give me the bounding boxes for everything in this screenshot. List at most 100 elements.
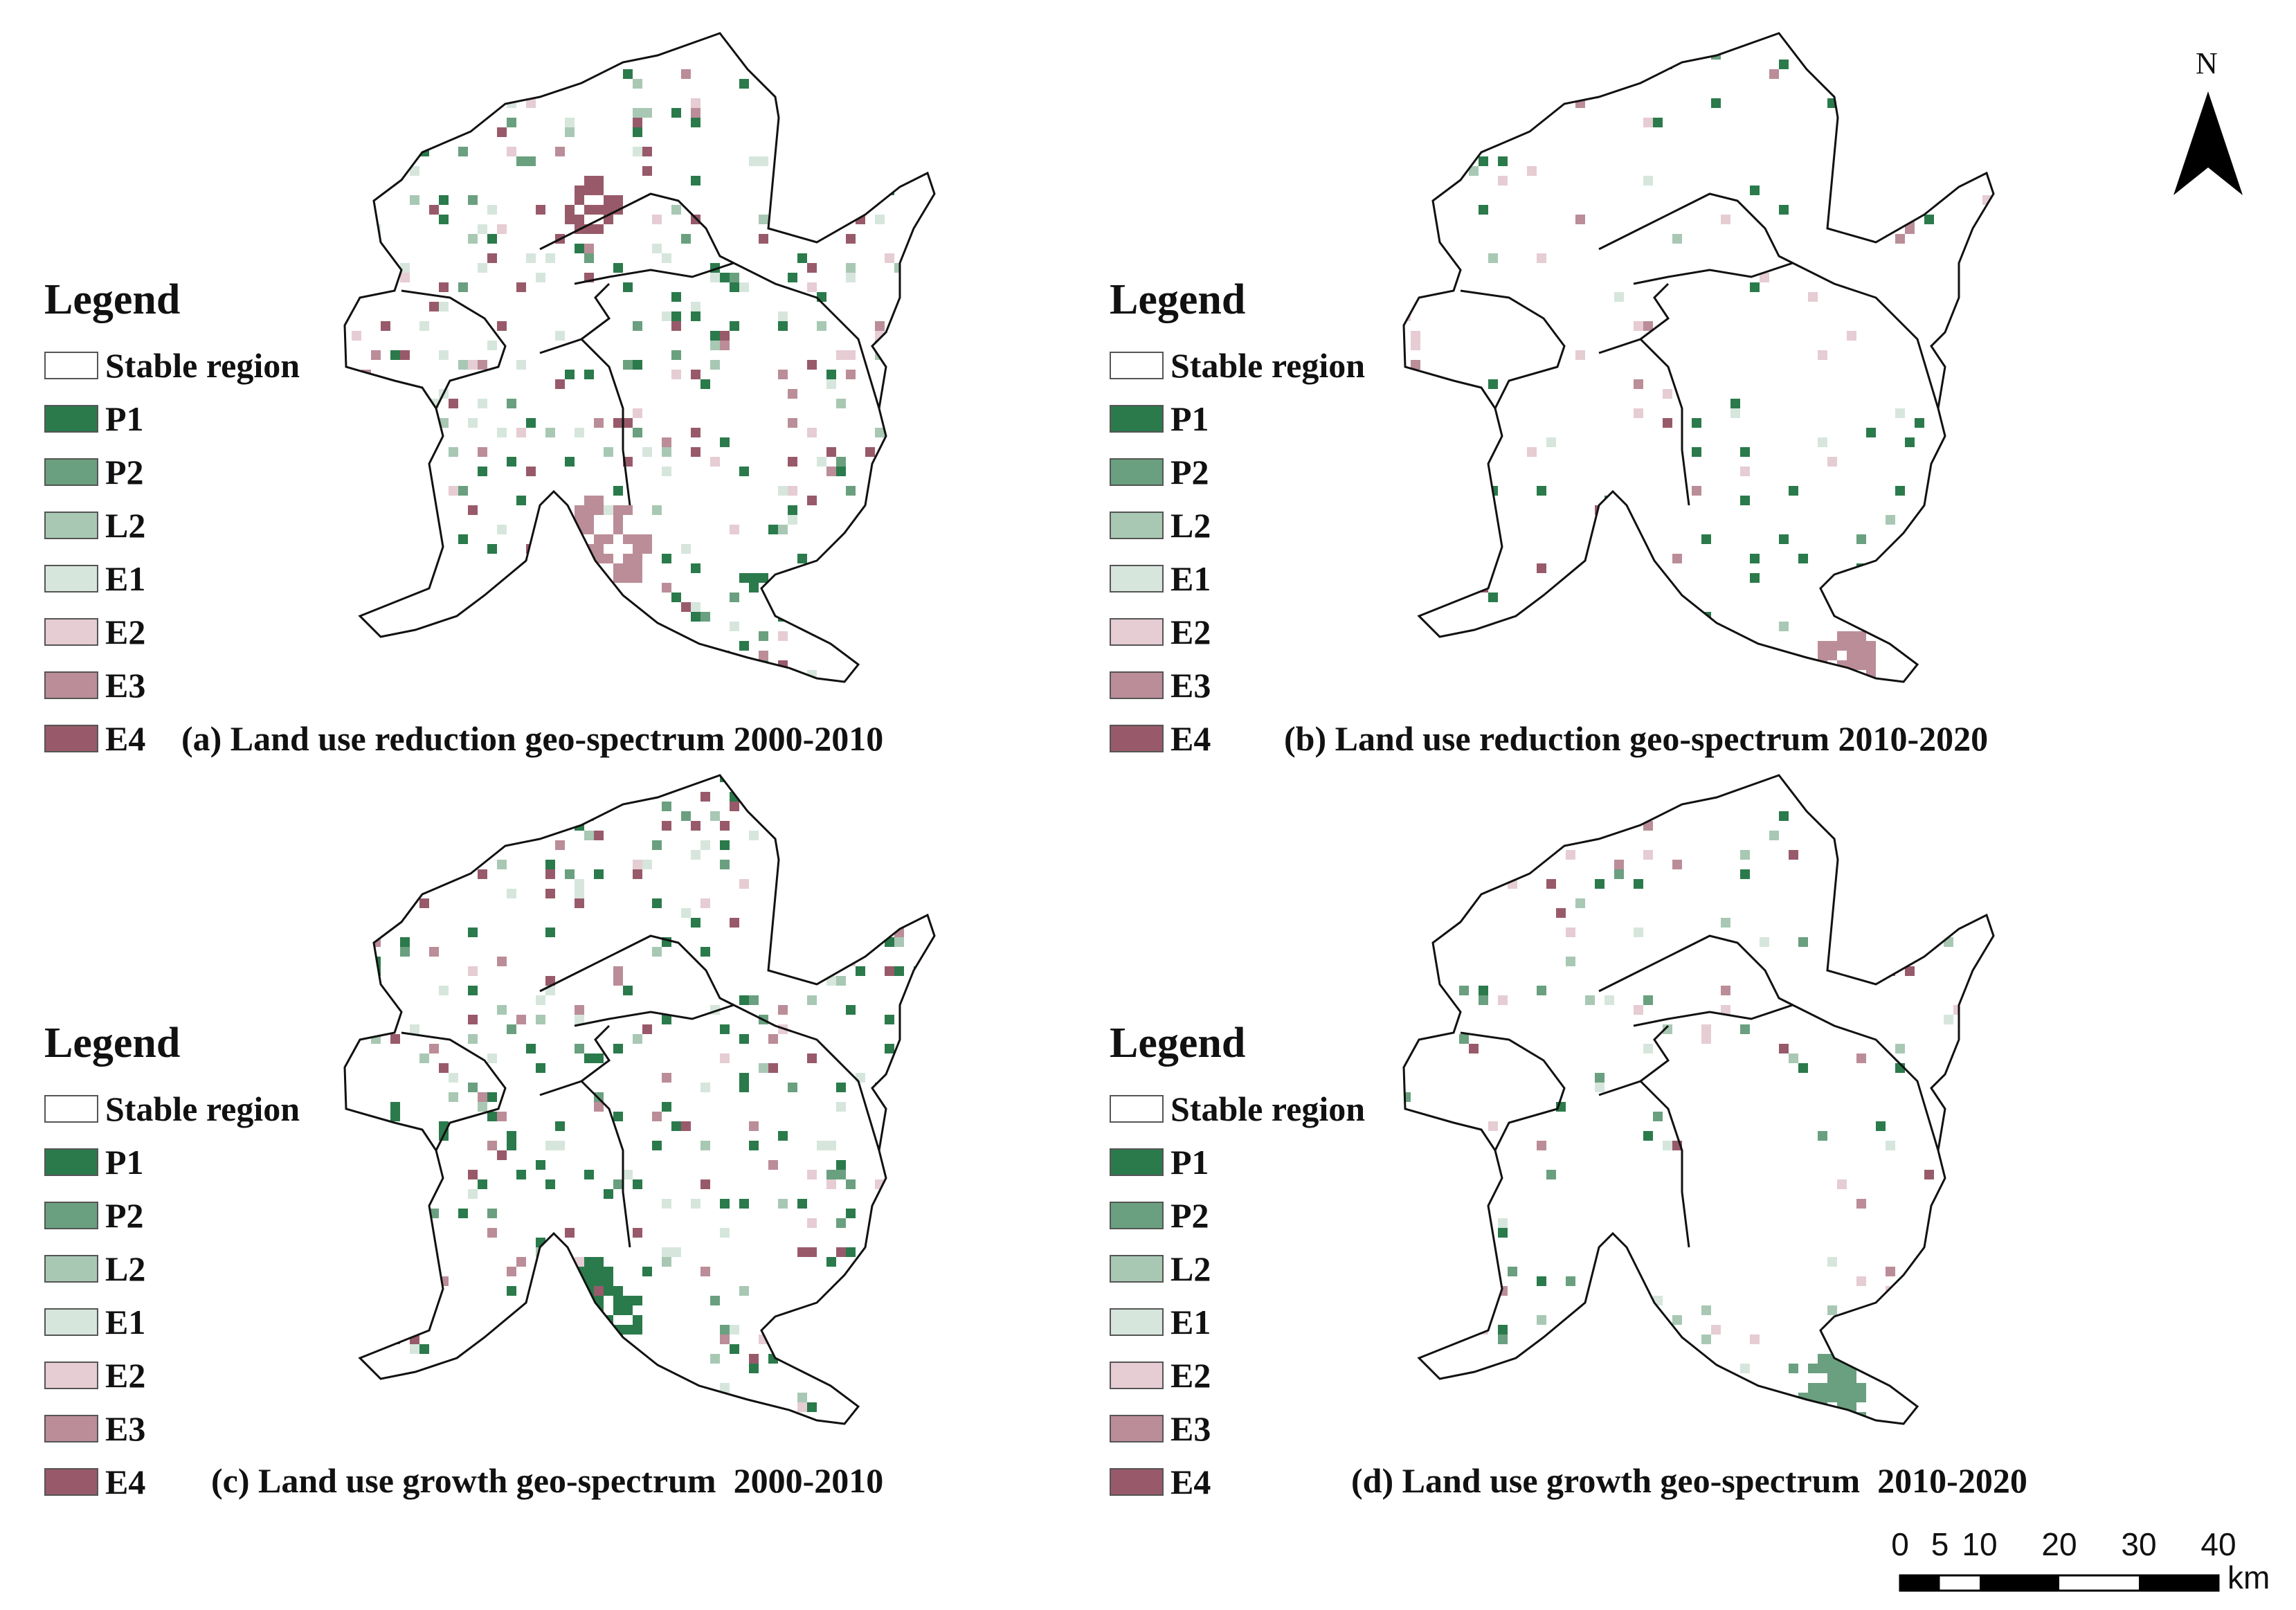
cell-e2 <box>817 947 826 957</box>
cell-l2 <box>739 1286 749 1296</box>
cell-e1 <box>352 563 361 573</box>
legend-item-p1: P1 <box>1110 399 1209 438</box>
district-boundary <box>580 1080 631 1248</box>
cell-e1 <box>439 302 449 311</box>
north-arrow-icon <box>2173 91 2243 195</box>
cell-e4 <box>807 263 817 273</box>
cell-e1 <box>575 554 584 563</box>
cell-e4 <box>1876 947 1886 957</box>
cell-e2 <box>807 1170 817 1179</box>
cell-p1 <box>478 811 487 821</box>
cell-p1 <box>507 1286 516 1296</box>
cell-p1 <box>381 486 390 496</box>
cell-e3 <box>497 1112 507 1121</box>
cell-p1 <box>662 554 671 563</box>
cell-p1 <box>361 1199 371 1209</box>
cell-p2 <box>1614 869 1624 879</box>
cell-e1 <box>778 311 788 321</box>
cell-e1 <box>410 1024 419 1034</box>
cell-p2 <box>1818 1422 1827 1424</box>
legend-swatch <box>44 405 98 433</box>
cell-p1 <box>613 1344 623 1354</box>
cell-p1 <box>671 1121 681 1131</box>
cell-p1 <box>439 215 449 224</box>
cell-l2 <box>1701 1335 1711 1344</box>
cell-e1 <box>332 253 342 263</box>
cell-e1 <box>497 428 507 437</box>
cell-e3 <box>1856 1199 1866 1209</box>
cell-p1 <box>361 1179 371 1189</box>
cell-l2 <box>1740 850 1750 860</box>
cell-e3 <box>759 651 768 660</box>
cell-e3 <box>594 505 604 515</box>
cell-e3 <box>1605 40 1614 50</box>
cell-l2 <box>1672 1354 1682 1364</box>
cell-e3 <box>623 534 633 544</box>
cell-l2 <box>1924 166 1934 176</box>
cell-p1 <box>817 176 826 186</box>
cell-p1 <box>1498 156 1508 166</box>
cell-e3 <box>1827 651 1837 660</box>
cell-e1 <box>633 147 642 156</box>
cell-e3 <box>1837 680 1847 682</box>
cell-p1 <box>1595 879 1605 889</box>
cell-p2 <box>1856 1383 1866 1393</box>
cell-e4 <box>1963 670 1973 680</box>
cell-e2 <box>1721 215 1730 224</box>
cell-e3 <box>768 1160 778 1170</box>
legend-item-e2: E2 <box>1110 613 1211 651</box>
cell-l2 <box>1537 1315 1546 1325</box>
cell-p1 <box>526 418 536 428</box>
cell-p2 <box>730 273 739 282</box>
cell-e4 <box>1886 957 1895 966</box>
cell-p1 <box>623 1325 633 1335</box>
cell-l2 <box>1779 622 1789 631</box>
cell-p1 <box>1730 399 1740 408</box>
cell-e1 <box>1585 1402 1595 1412</box>
legend-item-stable: Stable region <box>1110 346 1365 385</box>
cell-e4 <box>826 593 836 602</box>
cell-p1 <box>419 1344 429 1354</box>
cell-p1 <box>623 1296 633 1305</box>
legend-swatch <box>1110 1148 1164 1176</box>
cell-e4 <box>478 869 487 879</box>
cell-p1 <box>361 534 371 544</box>
cell-p2 <box>1508 1267 1517 1276</box>
cell-e1 <box>381 1160 390 1170</box>
cell-e3 <box>1847 651 1856 660</box>
cell-e3 <box>1575 215 1585 224</box>
cell-p2 <box>361 976 371 986</box>
cell-e3 <box>575 544 584 554</box>
cell-p1 <box>768 525 778 534</box>
cell-p1 <box>555 1276 565 1286</box>
cell-e3 <box>1479 525 1488 534</box>
cell-p1 <box>1740 869 1750 879</box>
legend-swatch <box>1110 1415 1164 1442</box>
cell-p1 <box>584 1305 594 1315</box>
cell-e3 <box>1866 641 1876 651</box>
cell-p1 <box>623 69 633 79</box>
cell-e3 <box>788 889 797 898</box>
cell-e1 <box>691 302 700 311</box>
cell-l2 <box>1634 1393 1643 1402</box>
cell-p1 <box>487 234 497 244</box>
cell-p1 <box>345 840 352 850</box>
scale-bar-graphic <box>1899 1574 2220 1592</box>
cell-e3 <box>1866 195 1876 205</box>
cell-e3 <box>1837 631 1847 641</box>
cell-e2 <box>856 612 865 622</box>
cell-e3 <box>720 341 730 350</box>
map-region <box>1404 33 1994 682</box>
cell-e3 <box>1876 215 1886 224</box>
cell-p1 <box>730 1344 739 1354</box>
cell-e1 <box>468 418 478 428</box>
cell-e4 <box>1866 937 1876 947</box>
cell-e1 <box>575 889 584 898</box>
cell-e2 <box>1575 350 1585 360</box>
cell-e4 <box>1556 908 1566 918</box>
cell-e4 <box>345 98 352 108</box>
legend-item-l2: L2 <box>44 506 145 545</box>
cell-e1 <box>361 215 371 224</box>
legend-label: Stable region <box>1170 346 1366 385</box>
legend-label: P1 <box>105 1143 144 1182</box>
